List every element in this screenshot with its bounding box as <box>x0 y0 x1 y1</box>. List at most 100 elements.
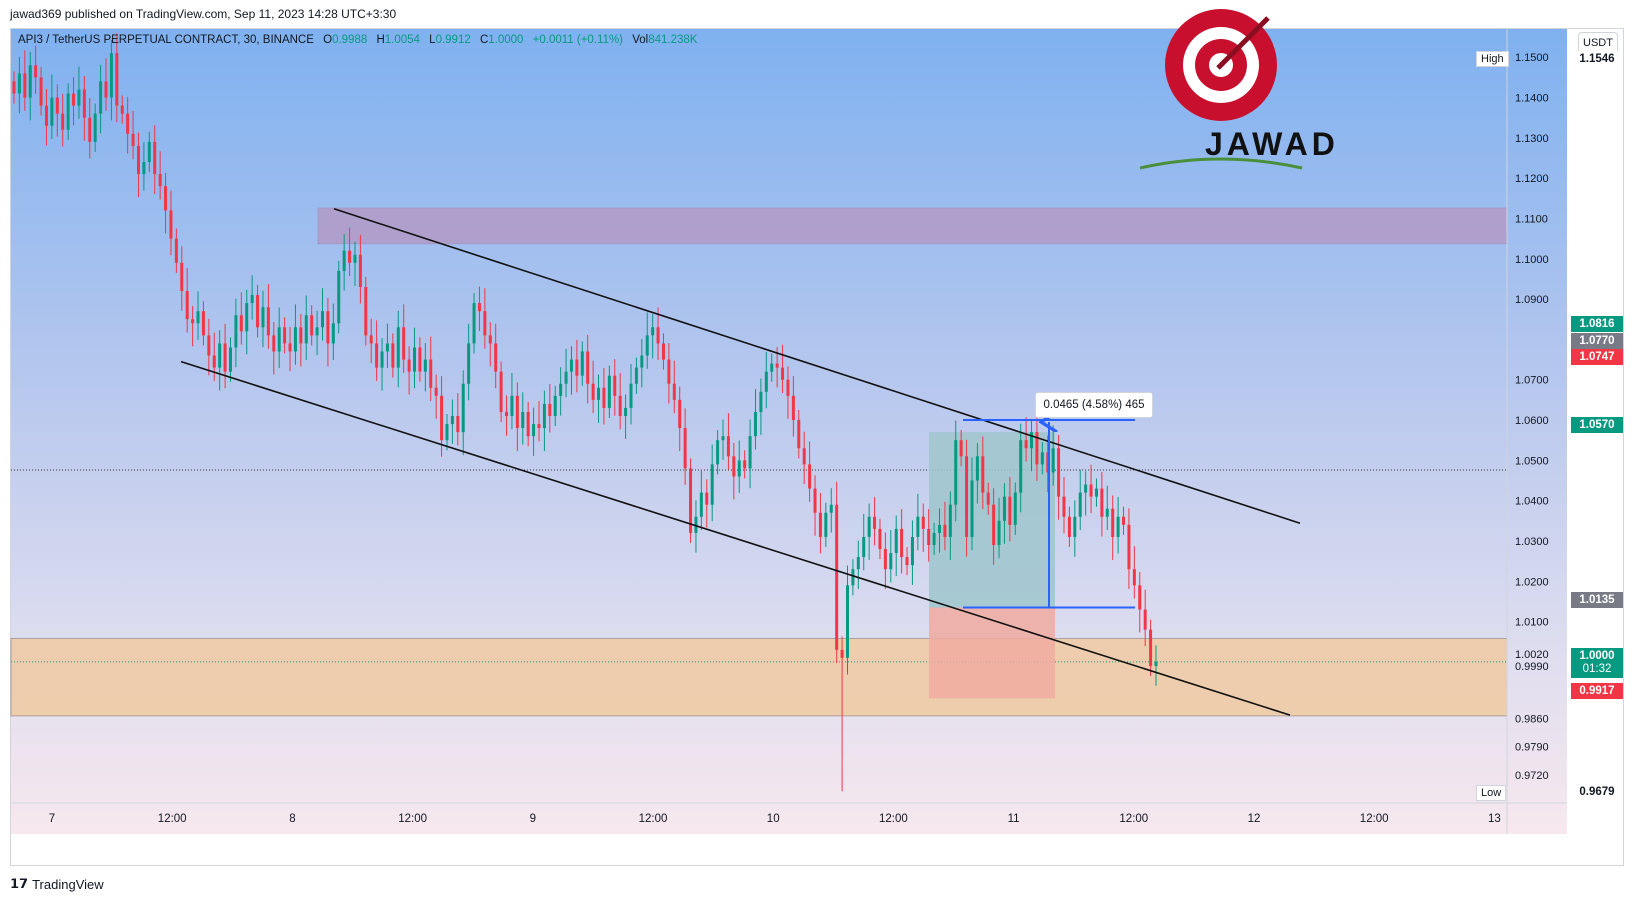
price-tag: 0.9917 <box>1571 683 1623 699</box>
price-tag-value: 1.0135 <box>1579 594 1615 606</box>
candle-body <box>575 359 579 376</box>
y-tick-label: 1.0200 <box>1515 576 1549 588</box>
candle-body <box>667 359 671 384</box>
high-label: High <box>1476 51 1509 67</box>
candle-body <box>115 53 119 106</box>
candle-body <box>970 480 974 537</box>
upper-channel-trendline <box>333 208 1301 524</box>
candle-body <box>938 524 942 533</box>
candle-body <box>753 411 757 437</box>
candle-body <box>477 303 481 312</box>
tradingview-logo-icon: 𝟭𝟳 <box>10 876 29 891</box>
candle-body <box>910 536 914 566</box>
candle-body <box>927 528 931 545</box>
y-tick-label: 0.9860 <box>1515 713 1549 725</box>
legend-low: 0.9912 <box>435 34 471 46</box>
candle-body <box>1008 496 1012 525</box>
candle-body <box>44 105 48 126</box>
candle-body <box>640 355 644 368</box>
legend-high: 1.0054 <box>384 34 420 46</box>
candle-body <box>548 403 552 416</box>
candle-body <box>1002 496 1006 521</box>
candle-body <box>99 81 103 114</box>
candle-body <box>597 387 601 400</box>
candle-body <box>808 464 812 489</box>
candle-body <box>315 327 319 336</box>
candle-body <box>104 81 108 98</box>
candle-body <box>743 460 747 469</box>
candle-body <box>169 210 173 239</box>
candle-body <box>916 516 920 537</box>
candle-body <box>1122 516 1126 525</box>
candle-body <box>369 335 373 344</box>
y-tick-label: 1.0300 <box>1515 536 1549 548</box>
candle-body <box>1143 609 1147 630</box>
candle-body <box>212 355 216 368</box>
footer[interactable]: 𝟭𝟳 TradingView <box>10 876 104 892</box>
candle-body <box>1138 585 1142 610</box>
candle-body <box>456 416 460 433</box>
candle-body <box>997 520 1001 545</box>
candle-body <box>840 649 844 658</box>
candle-body <box>1154 661 1158 666</box>
candle-body <box>17 73 21 94</box>
x-tick-label: 12:00 <box>639 813 668 825</box>
candle-body <box>396 327 400 368</box>
candle-body <box>818 512 822 537</box>
candle-body <box>174 238 178 263</box>
candle-body <box>82 89 86 118</box>
lower-channel-trendline <box>180 360 1291 716</box>
candle-body <box>1111 508 1115 537</box>
candle-body <box>1030 432 1034 449</box>
candle-body <box>1035 432 1039 465</box>
candle-body <box>737 460 741 477</box>
footer-brand: TradingView <box>32 876 104 892</box>
x-tick-label: 10 <box>767 813 780 825</box>
candle-body <box>781 367 785 380</box>
candle-body <box>981 456 985 493</box>
candle-body <box>1132 569 1136 586</box>
candle-body <box>1024 440 1028 449</box>
price-tag: 1.0135 <box>1571 592 1623 608</box>
price-tag-value: 1.0000 <box>1579 650 1615 662</box>
candle-body <box>185 291 189 320</box>
candle-body <box>131 133 135 146</box>
candle-body <box>705 492 709 505</box>
y-tick-label: 1.1000 <box>1515 254 1549 266</box>
candle-body <box>959 440 963 457</box>
candle-body <box>423 359 427 372</box>
candle-body <box>732 456 736 477</box>
candle-body <box>699 492 703 517</box>
candle-body <box>93 113 97 142</box>
candle-body <box>564 371 568 384</box>
candle-body <box>716 440 720 465</box>
candle-body <box>358 254 362 287</box>
candle-body <box>342 250 346 271</box>
candle-body <box>1094 488 1098 497</box>
chart-frame[interactable] <box>10 28 1624 866</box>
y-tick-label: 1.0600 <box>1515 415 1549 427</box>
price-tag: 1.1546 <box>1571 51 1623 67</box>
candle-body <box>873 516 877 529</box>
legend-vol-label: Vol <box>632 34 649 46</box>
candle-body <box>61 113 65 130</box>
candle-body <box>407 359 411 372</box>
y-tick-label: 1.0700 <box>1515 375 1549 387</box>
candle-body <box>505 411 509 416</box>
candle-body <box>580 351 584 376</box>
candle-body <box>867 516 871 537</box>
stop-zone <box>929 607 1055 699</box>
candle-body <box>310 315 314 336</box>
x-tick-label: 8 <box>289 813 295 825</box>
x-tick-label: 13 <box>1488 813 1501 825</box>
candle-body <box>472 303 476 344</box>
measure-label[interactable]: 0.0465 (4.58%) 465 <box>1035 392 1153 418</box>
y-tick-label: 0.9790 <box>1515 742 1549 754</box>
candle-body <box>797 420 801 449</box>
candle-body <box>726 436 730 457</box>
candle-body <box>786 379 790 396</box>
candle-body <box>245 303 249 332</box>
lines-layer <box>180 208 1301 716</box>
legend-change: +0.0011 (+0.11%) <box>532 34 624 46</box>
